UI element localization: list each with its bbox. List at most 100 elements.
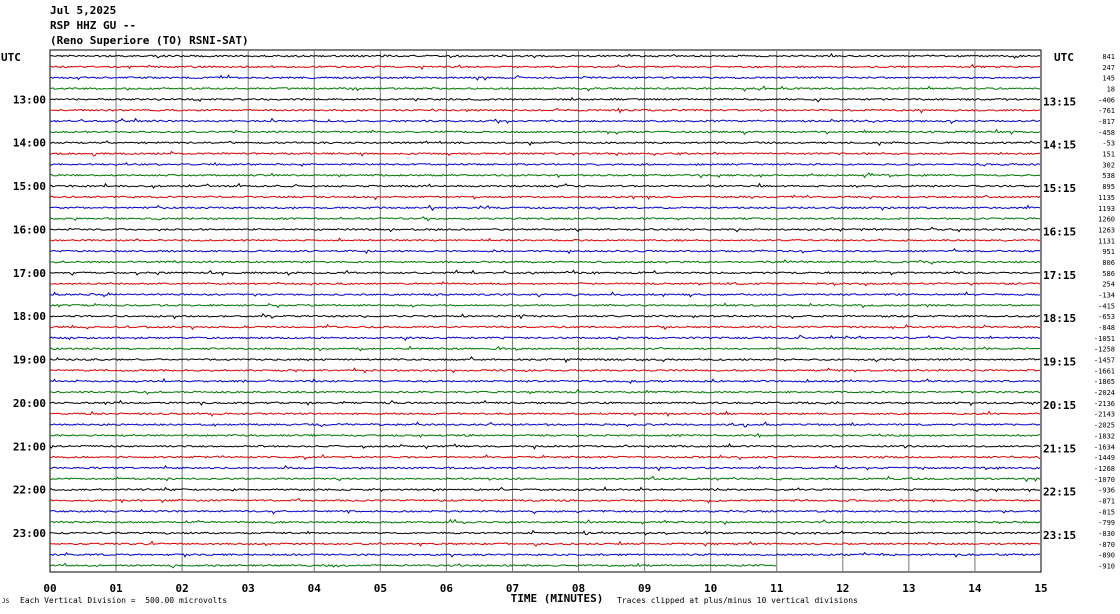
clip-note: Traces clipped at plus/minus 10 vertical… (617, 596, 858, 605)
trace-offset-label: -815 (1098, 508, 1115, 516)
x-tick-label: 15 (1034, 582, 1047, 595)
division-note: Each Vertical Division = 500.00 microvol… (20, 596, 228, 605)
seismic-trace (49, 345, 1041, 352)
seismic-trace (49, 367, 1041, 374)
trace-offset-label: 895 (1102, 183, 1115, 191)
hour-label-left: 18:00 (13, 310, 46, 323)
seismic-trace (49, 226, 1041, 233)
seismic-trace (49, 453, 1041, 461)
seismic-trace (49, 410, 1041, 417)
trace-offset-label: 302 (1102, 161, 1115, 169)
seismic-trace (49, 204, 1041, 212)
seismic-trace (50, 562, 777, 569)
trace-offset-label: -53 (1102, 140, 1115, 148)
trace-offset-label: 586 (1102, 270, 1115, 278)
trace-offset-label: -799 (1098, 519, 1115, 527)
x-tick-label: 03 (242, 582, 255, 595)
trace-offset-label: -2024 (1094, 389, 1115, 397)
hour-label-left: 22:00 (13, 484, 46, 497)
hour-label-right: 19:15 (1043, 356, 1076, 369)
trace-offset-label: -848 (1098, 324, 1115, 332)
seismic-trace (49, 140, 1041, 147)
trace-offset-label: 151 (1102, 151, 1115, 159)
seismic-trace (50, 247, 1041, 255)
trace-offset-label: 145 (1102, 75, 1115, 83)
plot-frame (49, 49, 1042, 573)
trace-offset-label: -2136 (1094, 400, 1115, 408)
hour-label-right: 18:15 (1043, 312, 1076, 325)
hour-label-left: 16:00 (13, 223, 46, 236)
trace-offset-label: 18 (1107, 86, 1115, 94)
left-axis-title: UTC (1, 51, 21, 64)
trace-offset-label: -1661 (1094, 367, 1115, 375)
seismic-trace (49, 74, 1041, 81)
seismic-trace (49, 334, 1041, 341)
x-tick-label: 08 (572, 582, 585, 595)
trace-offset-label: -910 (1098, 563, 1115, 571)
seismic-trace (49, 216, 1041, 222)
hour-label-right: 16:15 (1043, 225, 1076, 238)
trace-offset-label: -1865 (1094, 378, 1115, 386)
seismic-trace (50, 96, 1041, 103)
seismic-trace (49, 388, 1041, 395)
seismic-trace (49, 475, 1041, 483)
trace-offset-label: -830 (1098, 530, 1115, 538)
corner-mark: JS (2, 598, 10, 605)
seismic-trace (49, 486, 1041, 493)
trace-offset-label: -1634 (1094, 443, 1115, 451)
seismic-trace (49, 63, 1041, 71)
x-tick-label: 00 (43, 582, 56, 595)
seismic-trace (49, 551, 1041, 558)
seismic-trace (49, 85, 1041, 92)
trace-offset-label: 247 (1102, 64, 1115, 72)
seismic-trace (49, 508, 1041, 515)
seismic-trace (49, 259, 1041, 265)
seismic-trace (49, 464, 1041, 472)
seismic-trace (49, 312, 1041, 320)
x-tick-label: 04 (308, 582, 322, 595)
trace-offset-label: -1070 (1094, 476, 1115, 484)
seismic-trace (49, 529, 1041, 536)
trace-offset-label: 1193 (1098, 205, 1115, 213)
trace-offset-label: 806 (1102, 259, 1115, 267)
seismic-trace (49, 52, 1041, 60)
seismic-trace (49, 518, 1041, 526)
hour-label-left: 19:00 (13, 354, 46, 367)
hour-label-left: 21:00 (13, 440, 46, 453)
seismic-trace (49, 302, 1041, 309)
trace-offset-label: -890 (1098, 552, 1115, 560)
x-tick-label: 09 (638, 582, 651, 595)
hour-label-right: 15:15 (1043, 182, 1076, 195)
station-code: RSP HHZ GU -- (50, 19, 137, 32)
x-tick-label: 01 (109, 582, 123, 595)
hour-label-right: 14:15 (1043, 139, 1076, 152)
trace-offset-label: -1832 (1094, 432, 1115, 440)
trace-offset-label: -761 (1098, 107, 1115, 115)
trace-offset-label: 841 (1102, 53, 1115, 61)
hour-label-left: 13:00 (13, 93, 46, 106)
trace-offset-label: -2143 (1094, 411, 1115, 419)
seismic-trace (49, 269, 1041, 276)
trace-offset-label: -870 (1098, 541, 1115, 549)
station-location: (Reno Superiore (TO) RSNI-SAT) (50, 34, 249, 47)
record-date: Jul 5,2025 (50, 4, 117, 17)
seismic-trace (49, 432, 1041, 439)
trace-offset-label: -2025 (1094, 422, 1115, 430)
x-tick-label: 02 (176, 582, 189, 595)
seismic-trace (49, 399, 1041, 407)
hour-label-left: 20:00 (13, 397, 46, 410)
x-tick-label: 10 (704, 582, 717, 595)
x-tick-label: 07 (506, 582, 519, 595)
seismic-trace (49, 497, 1041, 504)
seismic-trace (49, 182, 1041, 190)
trace-offset-label: -458 (1098, 129, 1115, 137)
x-tick-label: 12 (836, 582, 849, 595)
right-axis-title: UTC (1054, 51, 1074, 64)
trace-offset-label: -134 (1098, 291, 1115, 299)
seismic-trace (49, 162, 1041, 167)
seismic-trace (49, 194, 1041, 201)
trace-offset-label: -936 (1098, 487, 1115, 495)
hour-label-right: 17:15 (1043, 269, 1076, 282)
x-axis-label: TIME (MINUTES) (511, 592, 604, 605)
